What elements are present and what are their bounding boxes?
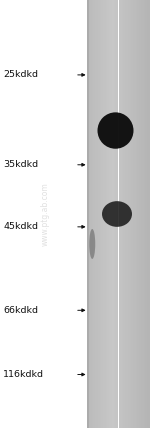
Bar [118,0,120,428]
Bar [101,0,103,428]
Bar [109,0,111,428]
Bar [136,0,137,428]
Bar [87,0,88,428]
Ellipse shape [89,229,95,259]
Bar [133,0,134,428]
Bar [142,0,144,428]
Bar [87,0,89,428]
Bar [137,0,139,428]
Bar [117,0,118,428]
Bar [120,0,122,428]
Bar [125,0,126,428]
Bar [129,0,131,428]
Bar [147,0,148,428]
Bar [126,0,128,428]
Text: 66kdkd: 66kdkd [3,306,38,315]
Bar [90,0,92,428]
Bar [100,0,101,428]
Text: 25kdkd: 25kdkd [3,70,38,80]
Ellipse shape [102,201,132,227]
Bar [141,0,142,428]
Bar [92,0,93,428]
Text: 35kdkd: 35kdkd [3,160,38,169]
Bar [148,0,150,428]
Bar [134,0,136,428]
Bar [107,0,109,428]
Bar [98,0,100,428]
Bar [112,0,114,428]
Bar [96,0,98,428]
Bar [93,0,95,428]
Bar [131,0,133,428]
Ellipse shape [98,113,134,149]
Bar [95,0,96,428]
Bar [114,0,115,428]
Text: 116kdkd: 116kdkd [3,370,44,379]
Text: www.ptg.ab.com: www.ptg.ab.com [40,182,50,246]
Bar [88,0,90,428]
Bar [111,0,112,428]
Bar [144,0,145,428]
Bar [115,0,117,428]
Bar [128,0,130,428]
Bar [139,0,141,428]
Bar [122,0,123,428]
Bar [103,0,104,428]
Bar [104,0,106,428]
Bar [106,0,107,428]
Text: 45kdkd: 45kdkd [3,222,38,232]
Bar [123,0,125,428]
Bar [145,0,147,428]
